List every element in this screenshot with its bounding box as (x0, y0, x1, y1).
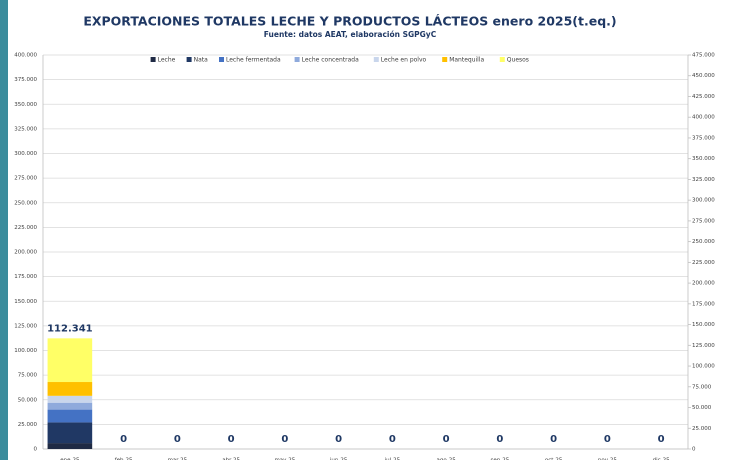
x-tick-label: ene-25 (60, 458, 80, 460)
total-label: 0 (550, 434, 557, 445)
y-tick-label: 25.000 (18, 422, 38, 428)
total-label: 112.341 (47, 323, 93, 334)
legend-label: Nata (194, 57, 209, 64)
legend-label: Mantequilla (449, 57, 484, 64)
legend-swatch (373, 57, 379, 62)
total-label: 0 (658, 434, 665, 445)
bar-segment (47, 395, 93, 403)
y-tick-label: 350.000 (14, 102, 37, 108)
y-tick-label: 200.000 (14, 250, 37, 256)
y-tick-label: 250.000 (14, 200, 37, 206)
x-tick-label: nov-25 (598, 458, 617, 460)
total-label: 0 (174, 434, 181, 445)
y2-tick-label: 50.000 (692, 405, 712, 411)
y2-tick-label: 125.000 (692, 343, 715, 349)
y2-tick-label: 425.000 (692, 94, 715, 100)
y2-tick-label: 200.000 (692, 281, 715, 287)
y2-tick-label: 325.000 (692, 177, 715, 183)
bar-segment (47, 422, 93, 444)
legend-label: Leche concentrada (302, 57, 359, 64)
x-tick-label: feb-25 (115, 458, 133, 460)
y-tick-label: 400.000 (14, 53, 37, 59)
x-tick-label: dic-25 (653, 458, 671, 460)
y2-tick-label: 350.000 (692, 156, 715, 162)
legend-label: Quesos (507, 57, 529, 64)
chart-title: EXPORTACIONES TOTALES LECHE Y PRODUCTOS … (83, 14, 616, 29)
total-label: 0 (389, 434, 396, 445)
side-strip (0, 0, 8, 460)
y-tick-label: 300.000 (14, 151, 37, 157)
y2-tick-label: 175.000 (692, 301, 715, 307)
legend-swatch (294, 57, 300, 62)
y-tick-label: 375.000 (14, 77, 37, 83)
total-label: 0 (604, 434, 611, 445)
legend-swatch (442, 57, 448, 62)
y-tick-label: 100.000 (14, 348, 37, 354)
y-tick-label: 325.000 (14, 126, 37, 132)
total-label: 0 (228, 434, 235, 445)
y-tick-label: 225.000 (14, 225, 37, 231)
y2-tick-label: 150.000 (692, 322, 715, 328)
y-tick-label: 75.000 (18, 373, 38, 379)
total-label: 0 (120, 434, 127, 445)
legend-swatch (219, 57, 224, 62)
legend-swatch (150, 57, 156, 62)
bar-segment (47, 338, 93, 383)
bar-segment (47, 382, 93, 396)
y2-tick-label: 100.000 (692, 364, 715, 370)
x-tick-label: abr-25 (222, 458, 240, 460)
y2-tick-label: 300.000 (692, 198, 715, 204)
total-label: 0 (443, 434, 450, 445)
bar-segment (47, 409, 93, 423)
x-tick-label: sep-25 (491, 458, 510, 460)
y2-tick-label: 275.000 (692, 218, 715, 224)
y2-tick-label: 475.000 (692, 53, 715, 59)
y-tick-label: 125.000 (14, 323, 37, 329)
legend-label: Leche fermentada (226, 57, 281, 64)
legend-swatch (186, 57, 192, 62)
y2-tick-label: 0 (692, 447, 696, 453)
legend-swatch (499, 57, 505, 62)
x-tick-label: jul-25 (384, 458, 401, 460)
y2-tick-label: 25.000 (692, 426, 712, 432)
total-label: 0 (335, 434, 342, 445)
y2-tick-label: 375.000 (692, 135, 715, 141)
x-tick-label: ago-25 (436, 458, 456, 460)
y2-tick-label: 250.000 (692, 239, 715, 245)
y2-tick-label: 225.000 (692, 260, 715, 266)
y-tick-label: 0 (34, 447, 38, 453)
y2-tick-label: 450.000 (692, 73, 715, 79)
x-tick-label: may-25 (274, 458, 295, 460)
y-tick-label: 175.000 (14, 274, 37, 280)
x-tick-label: jun-25 (329, 458, 348, 460)
bar-segment (47, 443, 93, 449)
y2-tick-label: 400.000 (692, 115, 715, 121)
bar-segment (47, 402, 93, 410)
y-tick-label: 50.000 (18, 397, 38, 403)
y2-tick-label: 75.000 (692, 384, 712, 390)
chart-subtitle: Fuente: datos AEAT, elaboración SGPGyC (264, 30, 437, 39)
total-label: 0 (281, 434, 288, 445)
legend-label: Leche (158, 57, 176, 64)
y-tick-label: 150.000 (14, 299, 37, 305)
x-tick-label: oct-25 (545, 458, 563, 460)
y-tick-label: 275.000 (14, 176, 37, 182)
x-tick-label: mar-25 (168, 458, 188, 460)
legend-label: Leche en polvo (381, 57, 427, 64)
total-label: 0 (496, 434, 503, 445)
